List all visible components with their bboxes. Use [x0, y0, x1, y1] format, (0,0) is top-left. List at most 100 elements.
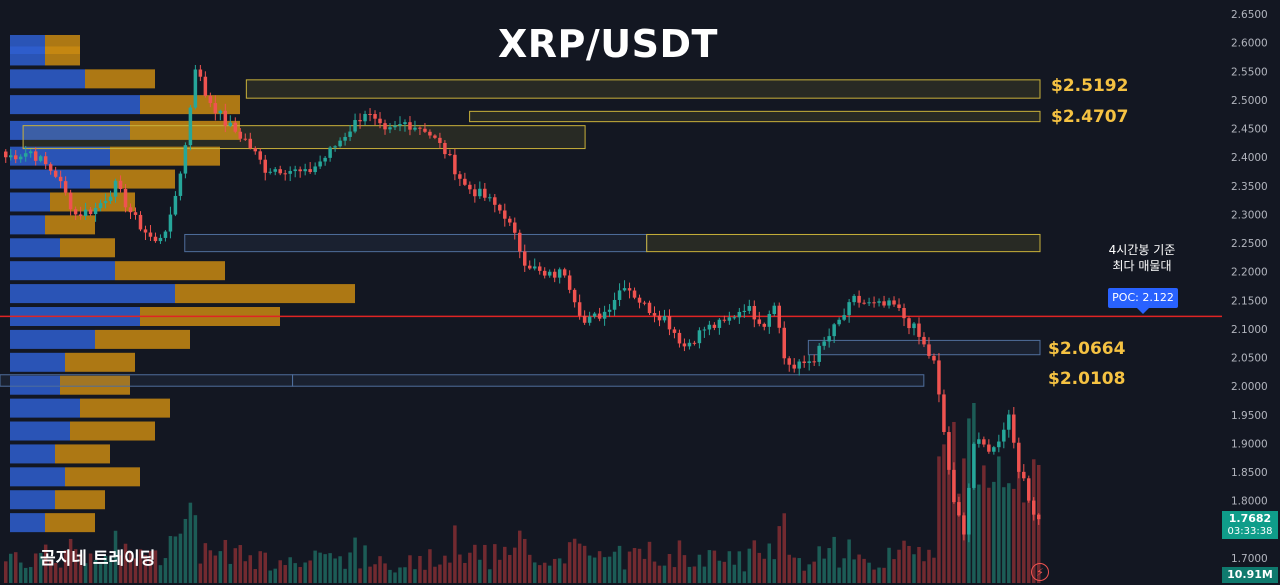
volume-bar	[627, 551, 632, 583]
candle-body	[617, 290, 622, 300]
volume-bar	[198, 563, 203, 583]
lightning-icon[interactable]: ⚡	[1031, 563, 1049, 581]
candle-body	[1012, 414, 1016, 443]
candle-body	[852, 295, 856, 303]
candle-body	[268, 171, 272, 173]
candle-body	[567, 275, 572, 290]
candle-body	[767, 314, 772, 327]
candle-body	[622, 288, 627, 291]
volume-bar	[747, 548, 752, 583]
candle-body	[957, 502, 961, 516]
volume-bar	[792, 557, 796, 583]
price-axis[interactable]: 2.6500 2.6000 2.5500 2.5000 2.4500 2.4000 2.35…	[1231, 9, 1268, 565]
volume-bar	[812, 561, 816, 583]
candle-body	[218, 110, 223, 114]
volume-bar	[13, 552, 18, 583]
candle-body	[562, 269, 567, 276]
candle-body	[712, 324, 717, 328]
volume-bar	[8, 553, 13, 583]
candle-body	[572, 289, 577, 303]
candle-body	[822, 341, 826, 346]
candle-body	[408, 122, 412, 130]
candle-body	[258, 151, 263, 160]
y-tick-label: 2.1000	[1231, 324, 1268, 336]
profile-bar-down	[60, 238, 115, 258]
poc-badge[interactable]: POC: 2.122	[1108, 288, 1178, 308]
candle-body	[163, 231, 168, 238]
volume-bar	[388, 569, 392, 583]
candle-body	[832, 324, 836, 337]
volume-bar	[18, 562, 23, 583]
volume-bar	[832, 536, 836, 583]
volume-bar	[213, 555, 218, 583]
candle-body	[48, 164, 53, 171]
candle-body	[333, 146, 337, 148]
last-price-value: 1.7682	[1228, 512, 1272, 525]
candle-body	[433, 135, 437, 138]
candle-body	[328, 147, 332, 158]
volume-bar	[552, 558, 557, 583]
candle-body	[158, 237, 163, 242]
candle-body	[882, 301, 886, 306]
volume-bar	[423, 569, 427, 583]
candle-body	[647, 302, 652, 314]
volume-bar	[882, 567, 886, 583]
candle-body	[557, 269, 562, 278]
volume-bar	[523, 538, 527, 583]
volume-bar	[712, 550, 717, 583]
profile-bar-down	[80, 398, 170, 418]
candle-body	[468, 184, 472, 190]
volume-bar	[877, 567, 881, 583]
candle-body	[582, 315, 587, 323]
y-tick-label: 1.9000	[1231, 438, 1268, 450]
candle-body	[717, 319, 722, 328]
volume-bar	[722, 561, 727, 583]
candle-body	[273, 169, 277, 172]
candle-body	[722, 319, 727, 321]
volume-bar	[178, 533, 183, 583]
volume-bar	[148, 551, 153, 583]
profile-bar-up	[10, 490, 55, 510]
candle-body	[662, 316, 667, 321]
candle-body	[527, 265, 532, 269]
candle-body	[143, 229, 148, 233]
volume-bar	[258, 551, 263, 583]
candle-body	[118, 180, 123, 189]
candle-body	[897, 304, 901, 308]
candle-body	[752, 305, 757, 320]
volume-bar	[78, 553, 83, 583]
candle-body	[792, 364, 796, 369]
candle-body	[777, 305, 782, 328]
candle-body	[113, 180, 118, 197]
volume-bar	[667, 554, 672, 583]
volume-bar	[572, 538, 577, 583]
candle-body	[188, 107, 193, 146]
y-tick-label: 2.3000	[1231, 209, 1268, 221]
volume-bar	[378, 556, 382, 583]
volume-bar	[692, 566, 697, 583]
volume-bar	[318, 552, 322, 583]
candle-body	[348, 131, 352, 137]
y-tick-label: 2.0500	[1231, 353, 1268, 365]
candle-body	[413, 127, 417, 130]
candle-body	[23, 153, 28, 157]
volume-bar	[323, 554, 327, 583]
candle-body	[637, 297, 642, 303]
volume-bar	[188, 502, 193, 583]
profile-bar-up	[10, 192, 50, 212]
candle-body	[742, 310, 747, 312]
volume-bar	[862, 558, 866, 583]
candle-body	[1017, 442, 1021, 472]
watermark: 곰지네 트레이딩	[40, 549, 156, 569]
candle-body	[498, 204, 502, 211]
candle-body	[353, 120, 357, 132]
volume-bar	[133, 558, 138, 583]
volume-bar	[982, 465, 986, 583]
volume-bar	[263, 552, 267, 583]
volume-bar	[632, 548, 637, 583]
profile-bar-down	[55, 444, 110, 464]
volume-bar	[727, 551, 732, 583]
volume-bar	[438, 564, 442, 583]
annotation-line: 4시간봉 기준	[1108, 243, 1176, 257]
